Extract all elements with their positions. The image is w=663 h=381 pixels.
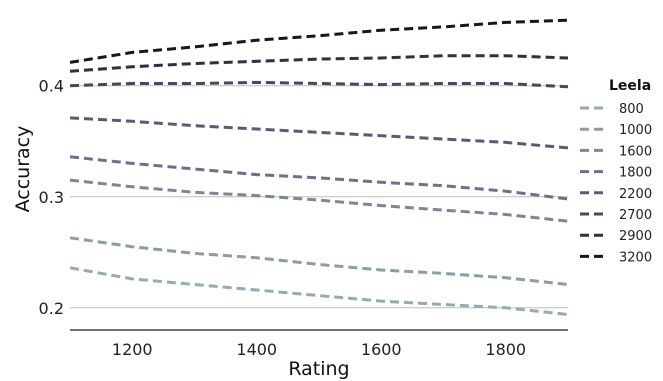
series-line-800	[69, 266, 569, 316]
legend-label-1000: 1000	[619, 123, 652, 138]
grid-lines	[70, 85, 568, 309]
legend-items: 800 1000 1600 1800 2200 2700 2900 3200	[580, 102, 652, 265]
y-tick-labels: 0.2 0.3 0.4	[39, 77, 64, 318]
legend-label-1800: 1800	[619, 166, 652, 181]
legend-label-2700: 2700	[619, 208, 652, 223]
x-tick-label: 1800	[485, 340, 526, 359]
y-axis-title: Accuracy	[12, 126, 34, 213]
legend: Leela 800 1000 1600 1800 2200 2700 2900 3200	[580, 78, 652, 265]
y-tick-label: 0.2	[39, 299, 64, 318]
legend-label-3200: 3200	[619, 250, 652, 265]
legend-label-1600: 1600	[619, 144, 652, 159]
legend-label-2900: 2900	[619, 229, 652, 244]
x-tick-label: 1600	[361, 340, 402, 359]
series-line-1600	[69, 178, 569, 223]
series-line-1000	[69, 236, 569, 286]
legend-label-2200: 2200	[619, 187, 652, 202]
series-line-1800	[69, 155, 569, 201]
series-line-2900	[69, 54, 569, 73]
y-tick-label: 0.3	[39, 188, 64, 207]
x-tick-label: 1400	[236, 340, 277, 359]
legend-title: Leela	[609, 78, 651, 94]
legend-label-800: 800	[619, 102, 644, 117]
y-tick-label: 0.4	[39, 77, 64, 96]
series-lines	[69, 18, 569, 316]
x-axis-title: Rating	[288, 358, 349, 380]
x-tick-labels: 1200 1400 1600 1800	[112, 340, 526, 359]
series-line-2200	[69, 116, 569, 150]
x-tick-label: 1200	[112, 340, 153, 359]
